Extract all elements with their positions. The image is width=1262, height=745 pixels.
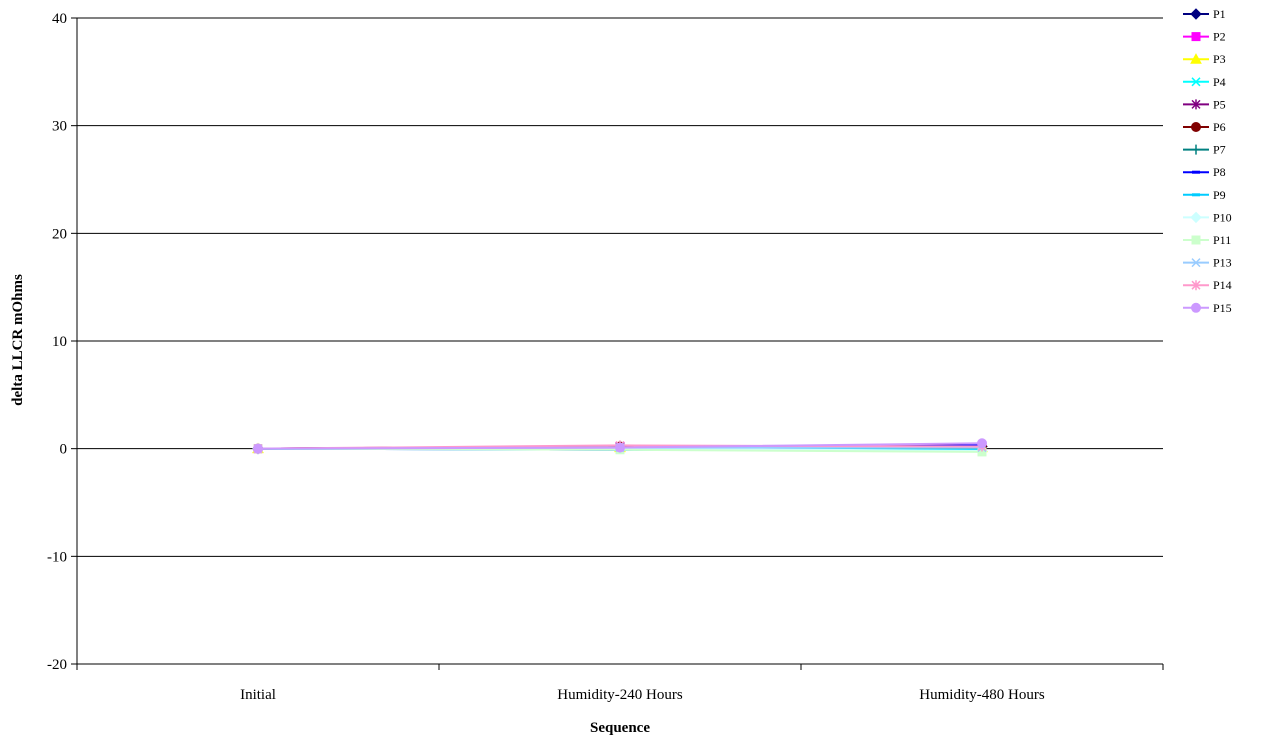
legend-marker (1191, 32, 1201, 42)
x-tick-label: Humidity-480 Hours (919, 687, 1045, 703)
y-tick-label: -10 (47, 549, 67, 565)
legend-label: P6 (1213, 120, 1226, 134)
legend-label: P7 (1213, 143, 1226, 157)
legend-label: P13 (1213, 256, 1232, 270)
legend-label: P3 (1213, 52, 1226, 66)
legend-marker (1190, 53, 1202, 64)
legend-label: P2 (1213, 30, 1226, 44)
legend-label: P10 (1213, 210, 1232, 224)
legend-item: P13 (1183, 256, 1232, 270)
x-axis-title: Sequence (590, 720, 650, 736)
legend-label: P4 (1213, 75, 1226, 89)
legend-marker (1191, 77, 1201, 87)
legend-item: P3 (1183, 52, 1226, 66)
data-point (977, 438, 987, 449)
y-tick-label: 0 (60, 442, 68, 458)
legend-item: P8 (1183, 165, 1226, 179)
legend-marker (1192, 170, 1200, 174)
legend-item: P15 (1183, 301, 1232, 315)
y-tick-label: 40 (52, 11, 67, 27)
axes: -20 -10 0 10 20 30 40 Initial Humidity-240 Hours… (47, 11, 1164, 703)
legend: P1 P2 P3 P4 P5 P6 P7 P8 P9 P10 P11 P13 P14 P15 (1183, 7, 1232, 315)
y-axis-title: delta LLCR mOhms (10, 274, 26, 406)
legend-marker (1192, 193, 1200, 197)
x-tick-label: Humidity-240 Hours (557, 687, 683, 703)
data-point (253, 443, 263, 454)
legend-label: P11 (1213, 233, 1231, 247)
legend-marker (1191, 99, 1201, 110)
legend-item: P5 (1183, 97, 1226, 111)
legend-marker (1191, 122, 1201, 132)
gridlines (77, 17, 1163, 665)
legend-item: P4 (1183, 75, 1226, 89)
y-tick-label: -20 (47, 657, 67, 673)
legend-label: P14 (1213, 278, 1232, 292)
series-lines (252, 438, 988, 457)
legend-label: P8 (1213, 165, 1226, 179)
legend-item: P1 (1183, 7, 1226, 21)
legend-label: P9 (1213, 188, 1226, 202)
legend-label: P5 (1213, 97, 1226, 111)
legend-item: P7 (1183, 143, 1226, 157)
legend-item: P9 (1183, 188, 1226, 202)
y-tick-label: 20 (52, 226, 67, 242)
y-tick-label: 30 (52, 119, 67, 135)
x-tick-label: Initial (240, 687, 276, 703)
legend-label: P15 (1213, 301, 1232, 315)
legend-item: P2 (1183, 30, 1226, 44)
legend-marker (1190, 211, 1202, 224)
legend-marker (1191, 235, 1201, 245)
legend-item: P14 (1183, 278, 1232, 292)
legend-item: P11 (1183, 233, 1231, 247)
legend-item: P6 (1183, 120, 1226, 134)
legend-marker (1191, 302, 1201, 313)
data-point (615, 442, 625, 453)
legend-label: P1 (1213, 7, 1226, 21)
legend-marker (1190, 8, 1202, 20)
legend-marker (1191, 258, 1201, 268)
series-p15 (253, 438, 987, 454)
legend-marker (1191, 280, 1201, 291)
legend-item: P10 (1183, 210, 1232, 224)
y-tick-label: 10 (52, 334, 67, 350)
